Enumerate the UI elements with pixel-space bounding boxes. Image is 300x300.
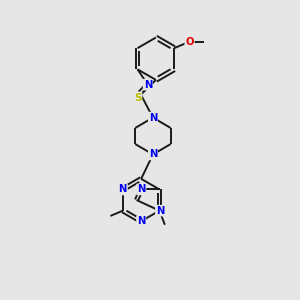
Text: N: N — [149, 112, 157, 123]
Text: N: N — [149, 149, 157, 159]
Text: N: N — [144, 80, 152, 90]
Text: N: N — [137, 216, 146, 226]
Text: N: N — [137, 184, 146, 194]
Text: N: N — [118, 184, 127, 194]
Text: N: N — [156, 206, 164, 216]
Text: S: S — [134, 93, 141, 103]
Text: O: O — [185, 37, 194, 46]
